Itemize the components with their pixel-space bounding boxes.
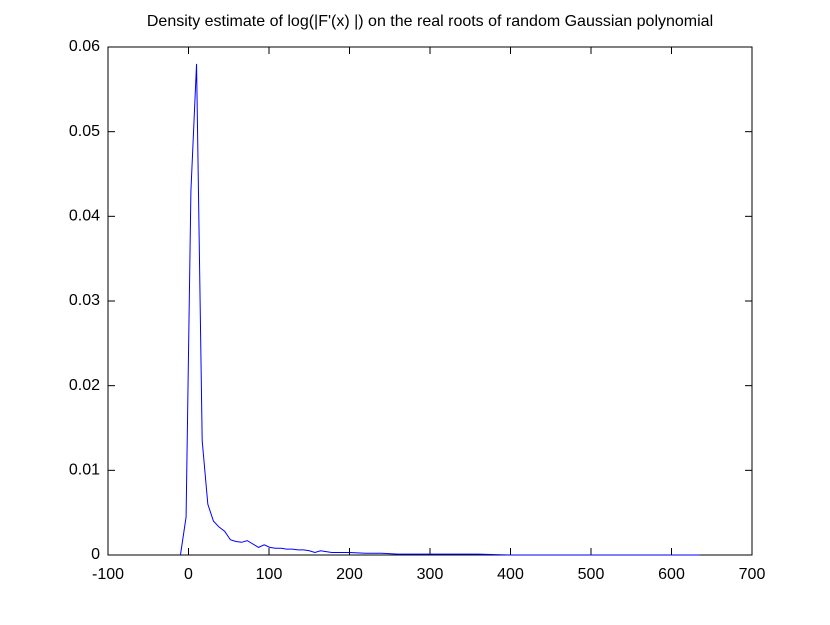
x-tick-label: 500 xyxy=(578,566,605,583)
axes-frame xyxy=(107,46,753,556)
x-tick-label: 200 xyxy=(336,566,363,583)
x-tick-label: 100 xyxy=(256,566,283,583)
chart-title: Density estimate of log(|F'(x) |) on the… xyxy=(147,13,713,30)
y-tick-label: 0.06 xyxy=(69,38,100,55)
x-tick-label: 0 xyxy=(184,566,193,583)
y-tick-label: 0.03 xyxy=(69,292,100,309)
x-tick-label: 700 xyxy=(739,566,766,583)
x-tick-label: 400 xyxy=(497,566,524,583)
y-tick-label: 0.05 xyxy=(69,123,100,140)
y-tick-label: 0.02 xyxy=(69,377,100,394)
x-tick-label: -100 xyxy=(92,566,124,583)
y-tick-label: 0.04 xyxy=(69,208,100,225)
data-line xyxy=(179,63,700,556)
x-tick-label: 300 xyxy=(417,566,444,583)
y-tick-label: 0 xyxy=(91,546,100,563)
x-tick-label: 600 xyxy=(658,566,685,583)
y-tick-label: 0.01 xyxy=(69,462,100,479)
